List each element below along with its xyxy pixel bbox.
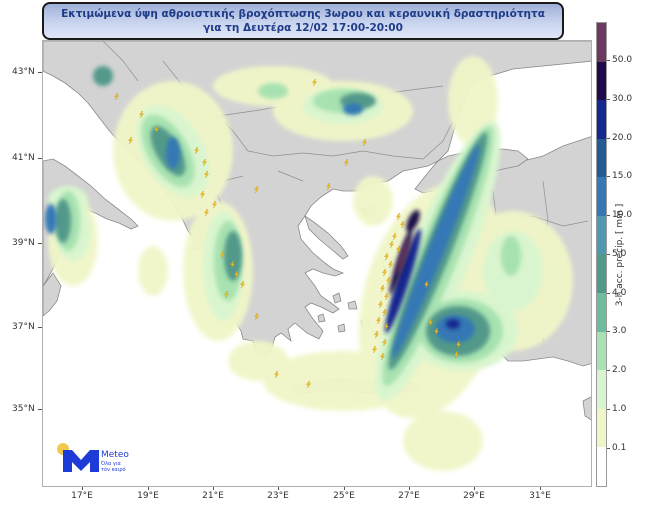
lon-label-19e: 19°E	[137, 491, 159, 501]
colorbar-tick	[607, 176, 610, 177]
colorbar-segment-20-30	[597, 100, 606, 139]
lon-label-27e: 27°E	[398, 491, 420, 501]
lon-tick	[540, 487, 541, 490]
colorbar-tick	[607, 331, 610, 332]
precip-5-15mm	[45, 103, 480, 358]
lon-tick	[344, 487, 345, 490]
colorbar-label-50: 50.0	[612, 55, 633, 65]
precip-colorbar	[596, 22, 607, 487]
lon-tick	[278, 487, 279, 490]
colorbar-segment-0.1-1	[597, 408, 606, 448]
precipitation-map	[42, 40, 592, 487]
map-canvas	[43, 41, 591, 471]
colorbar-label-3: 3.0	[612, 326, 627, 336]
lon-label-31e: 31°E	[529, 491, 551, 501]
colorbar-tick	[607, 215, 610, 216]
precip-15-30mm	[385, 228, 460, 334]
lon-tick	[474, 487, 475, 490]
colorbar-label-2: 2.0	[612, 365, 627, 375]
colorbar-segment-5-10	[597, 215, 606, 255]
lon-label-23e: 23°E	[267, 491, 289, 501]
lon-tick	[213, 487, 214, 490]
colorbar-label-30: 30.0	[612, 94, 633, 104]
meteo-m-icon	[63, 450, 99, 472]
colorbar-segment-2-3	[597, 331, 606, 371]
precip-50plus-mm	[396, 236, 410, 276]
colorbar-label-15: 15.0	[612, 171, 633, 181]
map-title-line1: Εκτιμώμενα ύψη αθροιστικής βροχόπτωσης 3…	[61, 8, 545, 20]
colorbar-label-20: 20.0	[612, 133, 633, 143]
colorbar-tick	[607, 293, 610, 294]
colorbar-title: 3-h acc. precip. [ mm ]	[615, 203, 625, 307]
colorbar-tick	[607, 60, 610, 61]
colorbar-segment-30-50	[597, 61, 606, 101]
colorbar-tick	[607, 448, 610, 449]
lon-label-29e: 29°E	[463, 491, 485, 501]
colorbar-label-10: 10.0	[612, 210, 633, 220]
colorbar-tick	[607, 370, 610, 371]
lat-label-39n: 39°N	[12, 238, 35, 248]
lon-tick	[409, 487, 410, 490]
colorbar-segment-50plus	[597, 23, 606, 62]
lat-tick	[38, 409, 42, 410]
colorbar-label-0.1: 0.1	[612, 443, 627, 453]
lat-tick	[38, 327, 42, 328]
colorbar-tick	[607, 409, 610, 410]
colorbar-segment-10-15	[597, 177, 606, 216]
lat-tick	[38, 72, 42, 73]
colorbar-segment-4-5	[597, 254, 606, 294]
colorbar-label-4: 4.0	[612, 288, 627, 298]
lat-label-37n: 37°N	[12, 322, 35, 332]
lat-tick	[38, 158, 42, 159]
colorbar-label-1: 1.0	[612, 404, 627, 414]
meteo-logo: Meteo Όλα για τον καιρό	[57, 441, 147, 475]
colorbar-segment-15-20	[597, 138, 606, 178]
colorbar-label-5: 5.0	[612, 249, 627, 259]
colorbar-segment-below-0.1	[597, 447, 606, 486]
lon-label-25e: 25°E	[333, 491, 355, 501]
logo-tagline: Όλα για τον καιρό	[101, 461, 126, 473]
lon-tick	[148, 487, 149, 490]
lon-label-17e: 17°E	[71, 491, 93, 501]
colorbar-segment-3-4	[597, 293, 606, 332]
colorbar-tick	[607, 254, 610, 255]
colorbar-segment-1-2	[597, 370, 606, 409]
lon-tick	[82, 487, 83, 490]
colorbar-tick	[607, 99, 610, 100]
lat-label-43n: 43°N	[12, 67, 35, 77]
logo-tagline-line1: Όλα για	[101, 461, 121, 467]
map-title-line2: για τη Δευτέρα 12/02 17:00-20:00	[203, 22, 403, 34]
lon-label-21e: 21°E	[202, 491, 224, 501]
lat-label-35n: 35°N	[12, 404, 35, 414]
colorbar-tick	[607, 138, 610, 139]
map-title-box: Εκτιμώμενα ύψη αθροιστικής βροχόπτωσης 3…	[42, 2, 564, 40]
logo-tagline-line2: τον καιρό	[101, 467, 126, 473]
lat-label-41n: 41°N	[12, 153, 35, 163]
logo-brand: Meteo	[101, 450, 129, 460]
lat-tick	[38, 243, 42, 244]
